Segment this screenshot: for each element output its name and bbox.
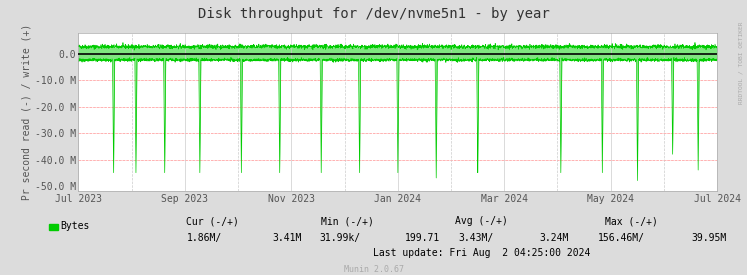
Text: Last update: Fri Aug  2 04:25:00 2024: Last update: Fri Aug 2 04:25:00 2024	[374, 248, 590, 258]
Text: Max (-/+): Max (-/+)	[605, 216, 657, 226]
Y-axis label: Pr second read (-) / write (+): Pr second read (-) / write (+)	[22, 24, 32, 200]
Text: 1.86M/: 1.86M/	[187, 233, 222, 243]
Text: Disk throughput for /dev/nvme5n1 - by year: Disk throughput for /dev/nvme5n1 - by ye…	[198, 7, 549, 21]
Text: Bytes: Bytes	[60, 221, 90, 231]
Text: Avg (-/+): Avg (-/+)	[456, 216, 508, 226]
Text: 156.46M/: 156.46M/	[598, 233, 645, 243]
Text: 31.99k/: 31.99k/	[319, 233, 360, 243]
Text: Min (-/+): Min (-/+)	[321, 216, 374, 226]
Text: RRDTOOL / TOBI OETIKER: RRDTOOL / TOBI OETIKER	[738, 22, 743, 104]
Text: 199.71: 199.71	[405, 233, 440, 243]
Text: 39.95M: 39.95M	[691, 233, 726, 243]
Text: 3.24M: 3.24M	[539, 233, 568, 243]
Text: 3.41M: 3.41M	[273, 233, 302, 243]
Text: 3.43M/: 3.43M/	[458, 233, 493, 243]
Text: Cur (-/+): Cur (-/+)	[187, 216, 239, 226]
Text: Munin 2.0.67: Munin 2.0.67	[344, 265, 403, 274]
